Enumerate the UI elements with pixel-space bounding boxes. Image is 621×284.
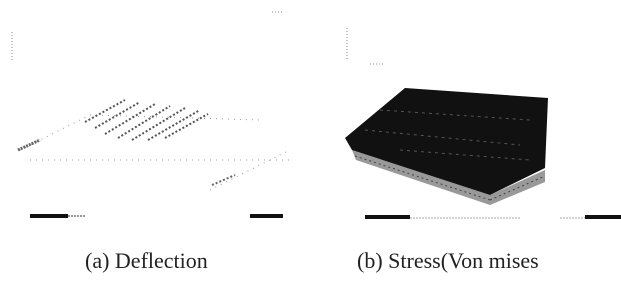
panel-b-image bbox=[345, 28, 621, 218]
figure: (a) Deflection (b) Stress(Von mises bbox=[0, 0, 621, 284]
figure-graphics bbox=[0, 0, 621, 284]
panel-a-image bbox=[12, 12, 290, 216]
caption: (b) Stress(Von mises bbox=[357, 248, 539, 274]
caption: (a) Deflection bbox=[85, 248, 208, 274]
